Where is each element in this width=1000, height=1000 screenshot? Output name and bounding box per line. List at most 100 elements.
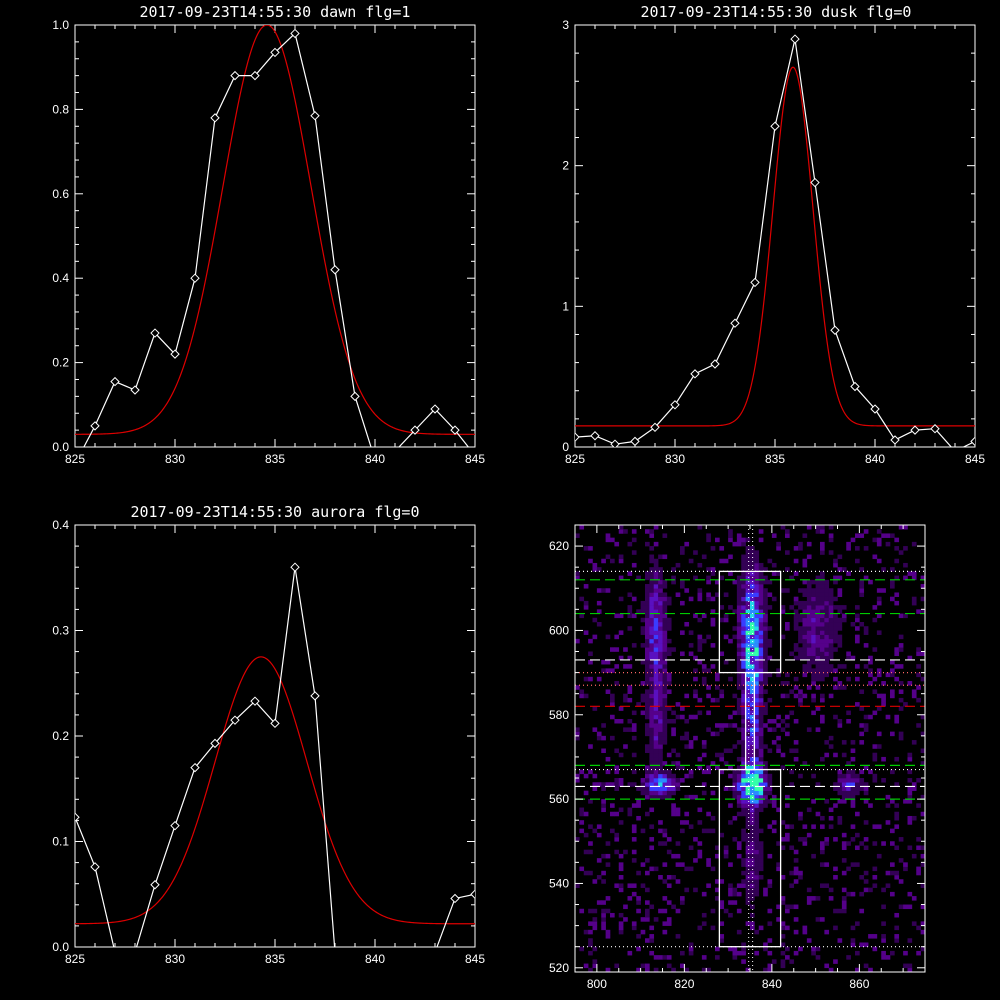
image-pixel	[859, 579, 865, 585]
image-pixel	[601, 879, 606, 884]
image-pixel	[894, 824, 900, 829]
image-pixel	[820, 609, 825, 614]
image-pixel	[653, 596, 659, 602]
image-pixel	[662, 605, 668, 610]
image-pixel	[645, 938, 650, 943]
image-pixel	[820, 862, 825, 867]
image-pixel	[614, 748, 620, 754]
image-pixel	[903, 546, 908, 551]
image-pixel	[894, 875, 900, 880]
image-pixel	[798, 617, 803, 623]
image-pixel	[907, 790, 913, 796]
image-pixel	[649, 782, 655, 787]
image-pixel	[767, 790, 773, 796]
image-pixel	[645, 858, 650, 863]
image-pixel	[780, 837, 786, 842]
image-pixel	[588, 950, 593, 956]
data-point	[150, 880, 160, 890]
image-pixel	[645, 647, 650, 652]
image-pixel	[645, 723, 650, 728]
image-pixel	[706, 567, 711, 572]
image-pixel	[815, 782, 821, 787]
data-point	[131, 948, 139, 956]
image-pixel	[763, 626, 768, 631]
image-pixel	[662, 554, 668, 560]
image-pixel	[645, 529, 650, 534]
image-pixel	[671, 575, 676, 581]
image-pixel	[758, 794, 764, 800]
y-tick-label: 0.0	[52, 940, 69, 954]
image-pixel	[653, 609, 659, 614]
x-tick-label: 845	[965, 452, 985, 466]
data-point	[75, 812, 80, 822]
image-pixel	[855, 533, 860, 538]
image-pixel	[728, 537, 733, 543]
image-pixel	[841, 664, 847, 669]
image-pixel	[662, 676, 668, 682]
image-pixel	[802, 579, 808, 585]
image-pixel	[662, 790, 668, 796]
image-pixel	[745, 841, 751, 846]
image-pixel	[596, 609, 602, 614]
image-pixel	[793, 866, 799, 872]
image-pixel	[658, 579, 663, 585]
image-pixel	[837, 592, 843, 597]
image-pixel	[824, 740, 830, 745]
image-pixel	[750, 891, 755, 897]
image-pixel	[824, 664, 830, 669]
image-pixel	[741, 664, 746, 669]
image-pixel	[745, 588, 751, 593]
image-pixel	[627, 664, 633, 669]
image-pixel	[811, 676, 816, 682]
image-pixel	[631, 921, 637, 926]
image-pixel	[785, 626, 790, 631]
image-pixel	[745, 693, 751, 699]
image-pixel	[920, 811, 925, 817]
image-pixel	[658, 748, 663, 754]
image-pixel	[653, 786, 659, 791]
image-pixel	[881, 533, 886, 538]
image-pixel	[798, 697, 803, 703]
image-pixel	[754, 613, 760, 619]
data-point	[431, 948, 439, 956]
image-pixel	[697, 525, 703, 530]
image-pixel	[741, 752, 746, 758]
image-pixel	[916, 697, 921, 703]
image-pixel	[588, 841, 593, 846]
image-pixel	[802, 664, 808, 669]
data-point	[470, 889, 475, 899]
image-pixel	[658, 571, 663, 576]
image-pixel	[907, 891, 913, 897]
image-pixel	[728, 554, 733, 560]
image-pixel	[828, 638, 834, 644]
image-pixel	[588, 769, 593, 775]
image-pixel	[706, 685, 711, 690]
image-pixel	[850, 891, 856, 897]
image-pixel	[745, 702, 751, 707]
image-pixel	[780, 942, 786, 947]
image-pixel	[741, 837, 746, 842]
image-pixel	[758, 740, 764, 745]
image-pixel	[588, 870, 593, 876]
y-tick-label: 3	[562, 18, 569, 32]
image-pixel	[763, 702, 768, 707]
image-pixel	[793, 647, 799, 652]
image-pixel	[653, 723, 659, 728]
image-pixel	[885, 794, 891, 800]
image-pixel	[640, 605, 646, 610]
image-pixel	[754, 626, 760, 631]
image-pixel	[767, 853, 773, 859]
image-pixel	[876, 630, 882, 635]
image-pixel	[719, 723, 725, 728]
image-pixel	[741, 773, 746, 779]
image-pixel	[610, 803, 615, 808]
data-point	[351, 948, 359, 956]
image-pixel	[850, 537, 856, 543]
image-pixel	[675, 714, 681, 720]
image-pixel	[907, 799, 913, 804]
image-pixel	[767, 558, 773, 564]
image-pixel	[658, 782, 663, 787]
image-pixel	[780, 896, 786, 901]
image-pixel	[815, 630, 821, 635]
y-tick-label: 0.4	[52, 518, 69, 532]
